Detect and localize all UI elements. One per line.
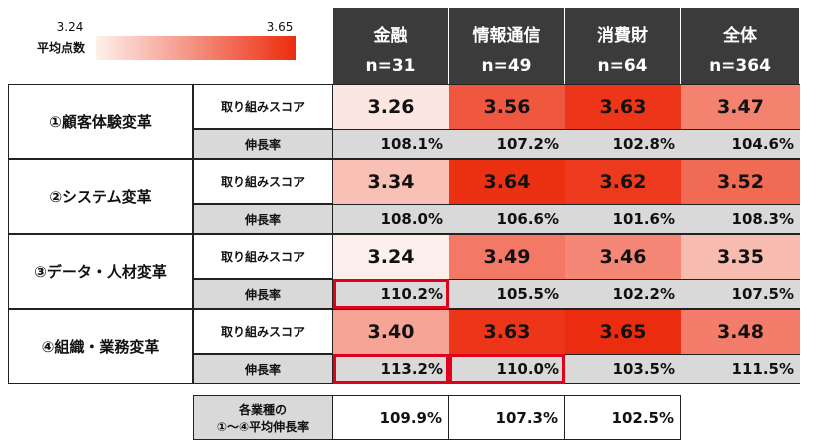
growth-cell: 113.2% — [333, 354, 449, 384]
legend-min: 3.24 — [56, 20, 84, 34]
column-header: 消費財 n=64 — [565, 8, 681, 88]
score-label: 取り組みスコア — [193, 234, 333, 279]
score-cell: 3.46 — [565, 234, 681, 279]
column-header: 全体 n=364 — [681, 8, 800, 88]
column-n: n=49 — [481, 55, 532, 76]
column-name: 金融 — [373, 25, 408, 46]
growth-cell: 106.6% — [449, 204, 565, 234]
score-cell: 3.56 — [449, 84, 565, 129]
legend-label: 平均点数 — [36, 40, 85, 55]
growth-label: 伸長率 — [193, 129, 333, 159]
score-cell: 3.62 — [565, 159, 681, 204]
growth-cell: 107.2% — [449, 129, 565, 159]
growth-cell: 102.2% — [565, 279, 681, 309]
column-name: 全体 — [723, 25, 757, 46]
score-cell: 3.49 — [449, 234, 565, 279]
growth-cell: 110.2% — [333, 279, 449, 309]
score-cell: 3.48 — [681, 309, 800, 354]
footer-label: 各業種の ①～④平均伸長率 — [193, 395, 333, 440]
score-cell: 3.63 — [565, 84, 681, 129]
score-cell: 3.35 — [681, 234, 800, 279]
score-cell: 3.26 — [333, 84, 449, 129]
column-header: 情報通信 n=49 — [449, 8, 565, 88]
score-label: 取り組みスコア — [193, 309, 333, 354]
score-cell: 3.24 — [333, 234, 449, 279]
column-n: n=31 — [365, 55, 416, 76]
score-cell: 3.34 — [333, 159, 449, 204]
score-cell: 3.63 — [449, 309, 565, 354]
group-label: ③データ・人材変革 — [8, 234, 193, 309]
score-cell: 3.64 — [449, 159, 565, 204]
group-label: ①顧客体験変革 — [8, 84, 193, 159]
column-header: 金融 n=31 — [333, 8, 449, 88]
column-n: n=64 — [597, 55, 648, 76]
group-label: ②システム変革 — [8, 159, 193, 234]
score-cell: 3.65 — [565, 309, 681, 354]
growth-label: 伸長率 — [193, 204, 333, 234]
score-cell: 3.40 — [333, 309, 449, 354]
footer-label-line: ①～④平均伸長率 — [216, 419, 310, 434]
column-n: n=364 — [709, 55, 771, 76]
growth-cell: 108.1% — [333, 129, 449, 159]
growth-cell: 103.5% — [565, 354, 681, 384]
score-cell: 3.47 — [681, 84, 800, 129]
footer-cell: 102.5% — [565, 395, 681, 440]
growth-cell: 110.0% — [449, 354, 565, 384]
column-name: 情報通信 — [472, 25, 541, 46]
growth-cell: 104.6% — [681, 129, 800, 159]
growth-cell: 101.6% — [565, 204, 681, 234]
growth-cell: 107.5% — [681, 279, 800, 309]
growth-cell: 105.5% — [449, 279, 565, 309]
score-label: 取り組みスコア — [193, 159, 333, 204]
footer-cell: 109.9% — [333, 395, 449, 440]
growth-cell: 102.8% — [565, 129, 681, 159]
legend-max: 3.65 — [266, 20, 294, 34]
group-label: ④組織・業務変革 — [8, 309, 193, 384]
growth-cell: 111.5% — [681, 354, 800, 384]
growth-cell: 108.0% — [333, 204, 449, 234]
score-label: 取り組みスコア — [193, 84, 333, 129]
footer-label-line: 各業種の — [238, 402, 287, 417]
footer-cell: 107.3% — [449, 395, 565, 440]
growth-label: 伸長率 — [193, 354, 333, 384]
growth-cell: 108.3% — [681, 204, 800, 234]
legend-gradient — [96, 36, 296, 60]
score-cell: 3.52 — [681, 159, 800, 204]
growth-label: 伸長率 — [193, 279, 333, 309]
column-name: 消費財 — [597, 25, 648, 46]
